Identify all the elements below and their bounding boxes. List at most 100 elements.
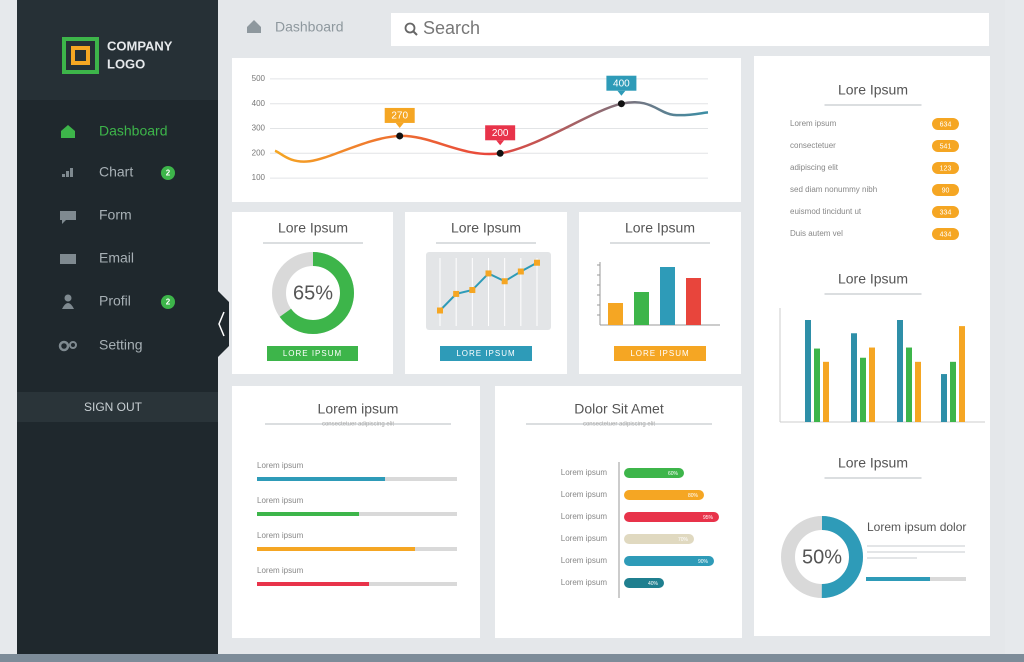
list-badge-text: 634 xyxy=(940,121,952,128)
progress-bar xyxy=(866,577,930,581)
line-marker xyxy=(485,270,492,277)
bar-label: Lorem ipsum xyxy=(561,578,608,587)
card-button-label: LORE IPSUM xyxy=(630,349,689,358)
callout xyxy=(384,107,415,123)
list-badge-text: 541 xyxy=(940,143,952,150)
line-marker xyxy=(534,259,540,266)
bar-value-label: 60% xyxy=(668,471,679,477)
nav-icon xyxy=(64,294,72,302)
bar xyxy=(959,326,965,422)
y-tick-label: 400 xyxy=(252,99,266,108)
bar xyxy=(941,374,947,422)
donut-label: 50% xyxy=(802,546,842,568)
callout xyxy=(485,125,516,141)
bar-value-label: 95% xyxy=(703,515,714,521)
nav-label[interactable]: Email xyxy=(99,250,134,266)
bar xyxy=(869,347,875,422)
sign-out-band xyxy=(17,392,218,422)
bar xyxy=(686,278,701,325)
home-icon xyxy=(247,20,261,33)
sidebar-toggle[interactable] xyxy=(218,291,229,357)
toggle-chevron xyxy=(218,311,225,337)
line-marker xyxy=(501,278,508,285)
line-marker xyxy=(437,307,443,314)
card-button[interactable] xyxy=(614,346,706,361)
bar xyxy=(624,468,684,478)
bar xyxy=(897,320,903,422)
callout-label: 270 xyxy=(391,111,408,122)
nav-badge-text: 2 xyxy=(166,169,171,178)
nav-icon xyxy=(60,254,76,264)
bar-label: Lorem ipsum xyxy=(257,496,304,505)
search-icon xyxy=(412,30,418,36)
highlight-point xyxy=(617,100,625,108)
bar xyxy=(608,303,623,325)
donut-label: 65% xyxy=(293,282,333,304)
nav-label[interactable]: Profil xyxy=(99,293,131,309)
card-title: Dolor Sit Amet xyxy=(574,401,664,417)
y-tick-label: 500 xyxy=(252,74,266,83)
bar xyxy=(624,578,664,588)
card-subtitle: consectetuer adipiscing elit xyxy=(322,422,394,428)
donut-arc xyxy=(781,516,863,598)
nav-badge xyxy=(161,295,175,309)
nav-label[interactable]: Form xyxy=(99,207,132,223)
sign-out[interactable]: SIGN OUT xyxy=(84,400,143,414)
line-marker xyxy=(469,287,476,294)
list-badge-text: 434 xyxy=(940,231,952,238)
placeholder-text xyxy=(867,545,965,547)
nav-icon xyxy=(70,168,73,177)
bar-label: Lorem ipsum xyxy=(561,556,608,565)
bar xyxy=(257,477,385,481)
nav-label[interactable]: Setting xyxy=(99,337,143,353)
nav-icon xyxy=(69,341,77,349)
line-marker xyxy=(517,268,524,275)
bar xyxy=(860,357,866,422)
bar-label: Lorem ipsum xyxy=(257,461,304,470)
card-title: Lore Ipsum xyxy=(451,220,521,236)
bar xyxy=(950,361,956,422)
bar xyxy=(624,534,694,544)
bar xyxy=(660,267,675,325)
card-title: Lorem ipsum xyxy=(318,401,399,417)
bar xyxy=(257,582,369,586)
list-badge xyxy=(932,184,959,196)
bar xyxy=(257,512,359,516)
card-title: Lore Ipsum xyxy=(625,220,695,236)
bar-label: Lorem ipsum xyxy=(257,566,304,575)
logo-icon xyxy=(62,37,99,74)
bar-value-label: 40% xyxy=(648,581,659,587)
sidebar xyxy=(17,0,218,654)
nav-label[interactable]: Dashboard xyxy=(99,123,168,139)
bar xyxy=(624,512,719,522)
card-title: Lore Ipsum xyxy=(838,455,908,471)
nav-icon xyxy=(66,171,69,177)
bar xyxy=(915,361,921,422)
search-icon xyxy=(404,22,416,34)
card-subtitle: consectetuer adipiscing elit xyxy=(583,422,655,428)
list-badge xyxy=(932,140,959,152)
bar-label: Lorem ipsum xyxy=(561,512,608,521)
card-button[interactable] xyxy=(267,346,358,361)
donut-arc xyxy=(272,252,354,334)
card-title: Lore Ipsum xyxy=(278,220,348,236)
list-badge xyxy=(932,118,959,130)
list-badge-text: 123 xyxy=(940,165,952,172)
bar xyxy=(814,348,820,422)
nav-icon xyxy=(62,303,74,309)
highlight-point xyxy=(496,149,504,157)
logo-icon-inner xyxy=(71,46,90,65)
list-badge-text: 334 xyxy=(940,209,952,216)
y-tick-label: 300 xyxy=(252,124,266,133)
list-item: adipiscing elit xyxy=(790,163,839,172)
card-button[interactable] xyxy=(440,346,532,361)
nav-label[interactable]: Chart xyxy=(99,164,133,180)
search-box[interactable] xyxy=(391,13,989,46)
bar xyxy=(823,361,829,422)
bar-label: Lorem ipsum xyxy=(257,531,304,540)
card-title: Lore Ipsum xyxy=(838,82,908,98)
nav-badge-text: 2 xyxy=(166,298,171,307)
list-item: consectetuer xyxy=(790,141,836,150)
